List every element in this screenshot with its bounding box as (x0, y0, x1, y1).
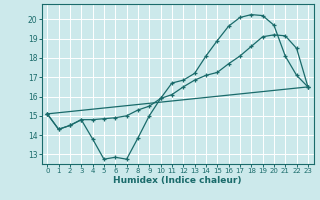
X-axis label: Humidex (Indice chaleur): Humidex (Indice chaleur) (113, 176, 242, 185)
